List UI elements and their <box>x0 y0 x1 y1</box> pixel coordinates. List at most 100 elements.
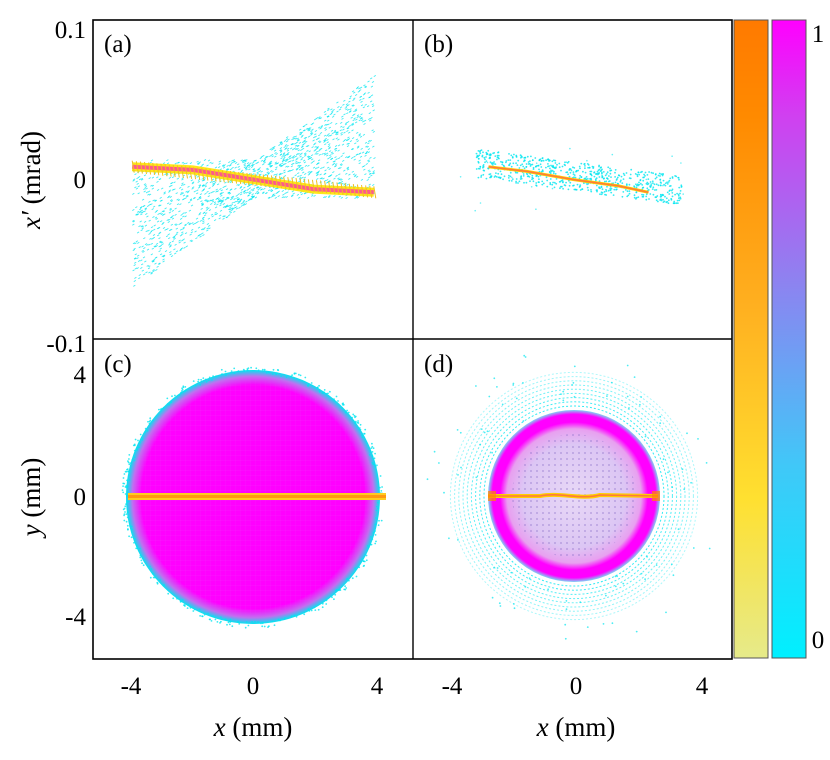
panel-c-edge-dot <box>298 373 300 376</box>
panel-a-halo-streak <box>340 164 343 167</box>
panel-a-halo-streak <box>345 139 349 142</box>
panel-b-halo-dot <box>587 189 590 192</box>
panel-b-halo-dot <box>664 182 667 185</box>
panel-a-halo-streak <box>196 175 199 178</box>
panel-a-halo-streak <box>369 139 372 142</box>
panel-b-halo-dot <box>594 178 597 181</box>
panel-a-halo-streak <box>143 237 146 240</box>
panel-c-edge-dot <box>310 609 313 612</box>
panel-a-halo-streak <box>154 210 158 213</box>
panel-a-halo-streak <box>356 146 360 149</box>
panel-b-halo-dot <box>529 165 532 167</box>
panel-c-edge-dot <box>371 455 374 458</box>
panel-b-halo-dot <box>531 159 534 162</box>
panel-a-halo-streak <box>321 153 324 155</box>
panel-b-halo-dot <box>650 183 653 186</box>
panel-a-halo-streak <box>259 186 262 189</box>
panel-c-edge-dot <box>141 557 144 559</box>
panel-b-halo-dot <box>534 157 537 159</box>
panel-a-halo-streak <box>271 194 275 197</box>
panel-b-halo-dot <box>515 180 517 183</box>
panel-b-halo-dot <box>601 175 604 178</box>
panel-a-halo-streak <box>346 183 349 186</box>
panel-a-halo-streak <box>132 178 136 181</box>
panel-a-halo-streak <box>159 244 163 247</box>
panel-b-halo-dot <box>609 188 611 190</box>
panel-a-halo-streak <box>220 194 223 197</box>
panel-label-b: (b) <box>424 31 453 58</box>
panel-a-halo-streak <box>364 154 367 157</box>
ylabel-c-unit: (mm) <box>16 458 46 518</box>
panel-a-halo-streak <box>272 193 275 196</box>
panel-a-halo-streak <box>306 155 310 158</box>
panel-a-halo-streak <box>366 105 370 108</box>
panel-a-halo-streak <box>327 107 330 110</box>
panel-a-halo-streak <box>149 161 152 164</box>
panel-a-halo-streak <box>307 135 311 138</box>
panel-a-halo-streak <box>325 152 329 155</box>
panel-a-halo-streak <box>354 197 357 199</box>
panel-a-halo-streak <box>333 177 336 180</box>
panel-c-edge-dot <box>275 373 278 376</box>
panel-d-stray-dot <box>659 422 662 425</box>
panel-a-halo-streak <box>158 263 161 265</box>
panel-b-halo-dot <box>503 175 506 178</box>
panel-a-halo-streak <box>371 184 375 186</box>
panel-a-halo-streak <box>285 140 289 143</box>
panel-b-halo-dot <box>668 179 671 182</box>
panel-d-stray-dot <box>692 547 695 549</box>
panel-a-core-tick <box>185 166 188 179</box>
panel-d-halo-ring <box>475 397 673 595</box>
panel-a-halo-streak <box>340 196 344 199</box>
panel-b-halo-dot <box>583 182 585 185</box>
panel-a-halo-streak <box>243 163 246 165</box>
panel-c-edge-dot <box>149 419 152 422</box>
panel-b-halo-dot <box>525 181 528 184</box>
panel-b-stray-dot <box>586 159 588 162</box>
panel-c-edge-dot <box>293 377 296 380</box>
panel-a-halo-streak <box>182 215 185 218</box>
panel-b-halo-dot <box>545 166 547 169</box>
panel-b-halo-dot <box>590 170 593 173</box>
panel-c-edge-dot <box>279 619 281 622</box>
panel-b-halo-dot <box>628 177 631 180</box>
panel-b-halo-dot <box>660 198 662 201</box>
panel-a-halo-streak <box>200 228 204 231</box>
panel-a-halo-streak <box>134 173 137 176</box>
panel-a-halo-streak <box>269 160 273 163</box>
panel-a-halo-streak <box>237 198 240 201</box>
panel-a-halo-streak <box>240 188 244 191</box>
panel-a-halo-streak <box>212 178 215 181</box>
panel-b-halo-dot <box>615 179 618 181</box>
panel-b-halo-dot <box>567 173 569 176</box>
panel-a-halo-streak <box>282 152 286 155</box>
panel-b-halo-dot <box>622 191 625 193</box>
panel-a-halo-streak <box>248 168 251 171</box>
panel-a-halo-streak <box>160 241 164 244</box>
panel-a-halo-streak <box>140 177 144 180</box>
panel-b-stray-dot <box>680 162 682 164</box>
panel-a-halo-streak <box>316 166 320 169</box>
panel-c-edge-dot <box>317 608 320 611</box>
panel-c-edge-dot <box>121 489 124 491</box>
panel-a-halo-streak <box>134 267 138 270</box>
panel-b-halo-dot <box>639 182 642 185</box>
panel-d-halo-ring <box>470 392 678 600</box>
panel-c-edge-dot <box>201 615 204 618</box>
panel-a-halo-streak <box>287 138 290 141</box>
panel-a-halo-streak <box>208 227 211 230</box>
panel-c-edge-dot <box>381 486 383 488</box>
panel-b-halo-dot <box>498 176 501 179</box>
panel-a-halo-streak <box>329 113 333 116</box>
panel-a-halo-streak <box>155 217 158 220</box>
panel-c-edge-dot <box>200 378 203 381</box>
panel-c-edge-dot <box>207 612 209 615</box>
panel-a-core-tick <box>299 178 303 191</box>
panel-b-halo-dot <box>590 178 593 181</box>
panel-a-halo-streak <box>307 127 311 130</box>
panel-b-halo-dot <box>509 175 512 178</box>
panel-a-halo-streak <box>337 157 341 160</box>
panel-d-stray-dot <box>438 462 440 464</box>
panel-a-halo-streak <box>250 166 254 168</box>
panel-b-halo-dot <box>479 152 482 155</box>
